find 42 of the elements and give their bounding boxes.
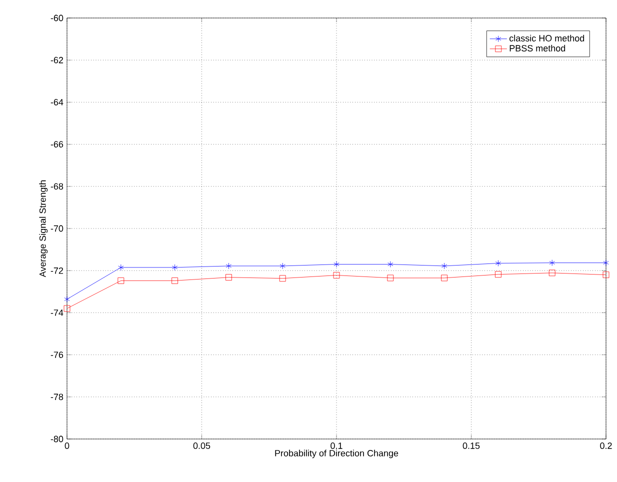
y-axis-title: Average Signal Strength — [39, 180, 48, 278]
point — [603, 260, 609, 266]
point — [387, 274, 394, 282]
point — [172, 264, 178, 271]
legend-label: classic HO method — [509, 34, 584, 42]
x-tick-label: 0 — [64, 442, 70, 449]
point — [118, 264, 124, 271]
point — [548, 270, 556, 276]
point — [495, 260, 502, 266]
point — [602, 272, 610, 278]
point — [388, 261, 394, 268]
x-tick-label: 0.2 — [600, 442, 612, 449]
legend-label: PBSS method — [510, 44, 566, 52]
point — [226, 274, 232, 281]
point — [279, 275, 286, 282]
y-tick-label: -78 — [50, 394, 64, 400]
y-tick-label: -62 — [50, 56, 64, 64]
point — [442, 262, 448, 270]
point — [495, 271, 502, 278]
point — [172, 278, 178, 284]
y-tick-label: -68 — [50, 183, 64, 190]
point — [226, 262, 232, 270]
point — [334, 261, 340, 268]
y-tick-label: -72 — [50, 267, 64, 274]
y-tick-label: -66 — [50, 141, 64, 148]
x-axis-title: Probability of Direction Change — [275, 450, 398, 458]
point — [441, 274, 448, 282]
y-tick-label: -64 — [50, 99, 64, 106]
x-tick-label: 0.1 — [330, 442, 342, 449]
x-tick-label: 0.15 — [462, 442, 480, 449]
point — [280, 262, 286, 270]
y-tick-label: -70 — [50, 225, 64, 232]
x-tick-label: 0.05 — [193, 442, 210, 449]
y-tick-label: -60 — [50, 14, 64, 22]
y-tick-label: -76 — [50, 352, 64, 358]
point — [118, 278, 124, 284]
point — [333, 272, 340, 278]
y-tick-label: -74 — [50, 310, 64, 316]
point — [64, 305, 70, 312]
point — [64, 296, 70, 302]
y-tick-label: -80 — [50, 436, 64, 442]
point — [549, 260, 555, 266]
